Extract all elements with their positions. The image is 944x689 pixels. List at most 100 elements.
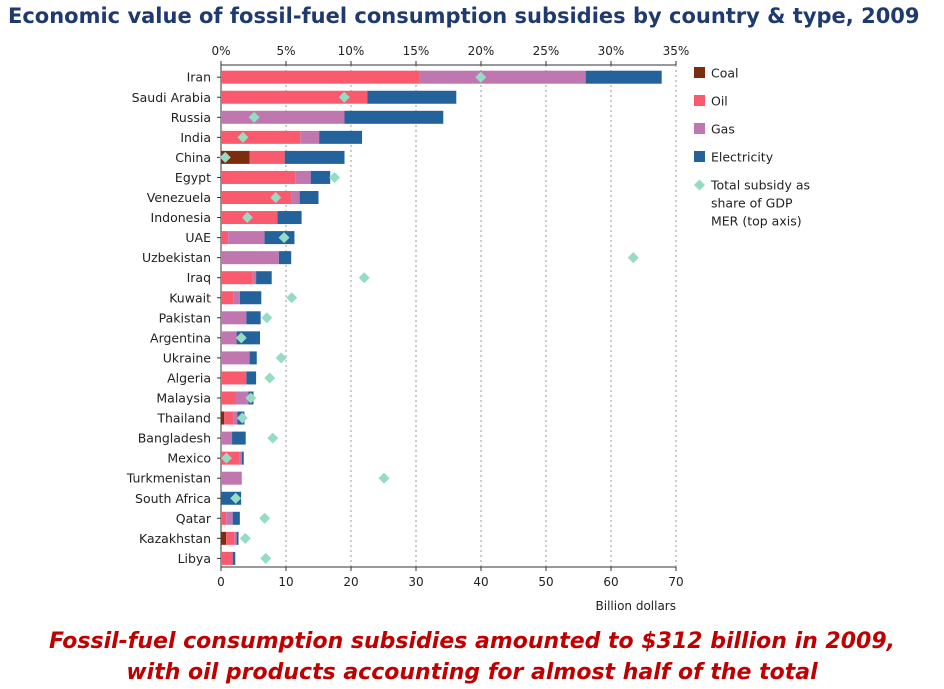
subsidy-share-marker: [329, 171, 341, 183]
subsidy-share-marker: [241, 212, 253, 224]
legend-swatch-oil: [694, 95, 705, 106]
category-label: India: [180, 130, 211, 145]
category-label: UAE: [185, 230, 211, 245]
subsidy-share-marker: [278, 232, 290, 244]
subsidy-share-marker: [220, 452, 232, 464]
top-tick-label: 0%: [211, 44, 230, 58]
category-label: Algeria: [167, 370, 211, 385]
category-label: Saudi Arabia: [132, 90, 211, 105]
bar-gas: [221, 351, 250, 365]
subsidy-share-marker: [264, 372, 276, 384]
legend-swatch-electricity: [694, 151, 705, 162]
bar-oil: [221, 511, 227, 525]
category-label: Egypt: [175, 170, 211, 185]
bar-electricity: [236, 531, 239, 545]
bar-oil: [226, 531, 235, 545]
chart-title: Economic value of fossil-fuel consumptio…: [8, 4, 920, 28]
x-tick-label: 60: [603, 575, 618, 589]
category-label: Qatar: [176, 511, 212, 526]
bar-electricity: [367, 90, 457, 104]
bar-oil: [224, 411, 234, 425]
bar-coal: [221, 150, 250, 164]
caption-line-1: Fossil-fuel consumption subsidies amount…: [48, 629, 896, 654]
bar-gas: [221, 471, 242, 485]
subsidy-share-marker: [275, 352, 287, 364]
bar-oil: [221, 391, 236, 405]
category-label: Kazakhstan: [139, 531, 211, 546]
caption-line-2: with oil products accounting for almost …: [126, 660, 818, 685]
bar-gas: [291, 191, 300, 204]
bar-gas: [252, 271, 257, 285]
subsidy-share-marker: [270, 192, 282, 203]
category-label: Ukraine: [163, 350, 212, 365]
top-tick-label: 30%: [598, 44, 625, 58]
bar-electricity: [585, 70, 662, 84]
category-label: Mexico: [167, 451, 211, 466]
category-label: Turkmenistan: [126, 471, 211, 486]
category-label: Bangladesh: [138, 431, 211, 446]
bar-gas: [233, 291, 240, 305]
subsidy-share-marker: [267, 432, 279, 444]
bar-gas: [221, 431, 233, 445]
legend-label-marker: Total subsidy as share of GDP MER (top axi…: [710, 178, 810, 229]
category-label: Malaysia: [156, 391, 211, 406]
bar-electricity: [278, 251, 292, 265]
category-label: Iran: [187, 70, 211, 85]
bar-oil: [221, 70, 420, 84]
bar-coal: [221, 531, 227, 545]
category-label: South Africa: [135, 491, 211, 506]
legend-swatch-marker: [694, 179, 705, 191]
legend-swatch-gas: [694, 123, 705, 134]
bar-oil: [221, 291, 234, 305]
bar-gas: [233, 411, 238, 425]
bar-electricity: [319, 130, 363, 144]
bar-gas: [221, 311, 247, 325]
top-tick-label: 15%: [403, 44, 430, 58]
bar-gas: [234, 531, 237, 545]
bar-gas: [235, 391, 249, 405]
subsidy-share-marker: [219, 151, 231, 163]
category-label: Uzbekistan: [142, 250, 211, 265]
category-label: China: [175, 150, 211, 165]
bar-electricity: [299, 191, 319, 204]
bar-electricity: [239, 291, 262, 305]
subsidy-share-marker: [260, 552, 272, 564]
subsidy-share-marker: [248, 111, 260, 123]
subsidy-share-marker: [378, 472, 390, 484]
subsidy-share-marker: [358, 272, 370, 284]
x-tick-label: 40: [473, 575, 488, 589]
subsidy-share-marker: [338, 91, 350, 103]
legend-swatch-coal: [694, 67, 705, 78]
bar-oil: [221, 90, 368, 104]
category-label: Iraq: [187, 270, 211, 285]
category-label: Libya: [178, 551, 211, 566]
bar-gas: [300, 130, 320, 144]
top-tick-label: 25%: [533, 44, 560, 58]
legend-label-gas: Gas: [711, 122, 735, 137]
category-label: Venezuela: [147, 190, 211, 205]
bar-electricity: [249, 351, 257, 365]
category-label: Russia: [171, 110, 211, 125]
subsidy-share-marker: [239, 532, 251, 544]
top-tick-label: 5%: [276, 44, 295, 58]
bar-oil: [221, 271, 253, 285]
bar-gas: [419, 70, 586, 84]
top-tick-label: 10%: [338, 44, 365, 58]
x-tick-label: 10: [278, 575, 293, 589]
bar-gas: [221, 251, 279, 265]
legend-label-coal: Coal: [711, 66, 739, 81]
bar-electricity: [256, 271, 272, 285]
subsidy-share-marker: [235, 332, 247, 344]
legend-label-electricity: Electricity: [711, 150, 774, 165]
x-tick-label: 0: [217, 575, 225, 589]
legend-label-oil: Oil: [711, 94, 728, 109]
bar-gas: [226, 511, 233, 525]
subsidy-share-marker: [236, 412, 248, 424]
x-tick-label: 70: [668, 575, 683, 589]
x-tick-label: 30: [408, 575, 423, 589]
top-tick-label: 20%: [468, 44, 495, 58]
subsidy-share-marker: [627, 252, 639, 264]
subsidy-share-marker: [475, 71, 487, 83]
bar-electricity: [246, 371, 257, 385]
bar-gas: [221, 110, 345, 124]
